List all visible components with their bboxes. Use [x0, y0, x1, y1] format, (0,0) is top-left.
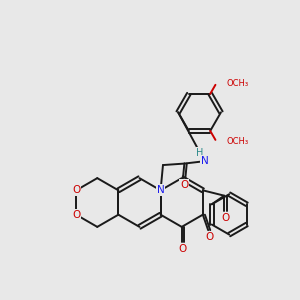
Text: O: O: [178, 244, 187, 254]
Text: O: O: [205, 232, 213, 242]
Text: OCH₃: OCH₃: [227, 137, 249, 146]
Text: OCH₃: OCH₃: [227, 79, 249, 88]
Text: O: O: [180, 180, 188, 190]
Text: H: H: [196, 148, 204, 158]
Text: N: N: [201, 156, 208, 166]
Text: N: N: [157, 185, 164, 195]
Text: O: O: [72, 210, 80, 220]
Text: O: O: [72, 185, 80, 195]
Text: O: O: [221, 213, 230, 223]
